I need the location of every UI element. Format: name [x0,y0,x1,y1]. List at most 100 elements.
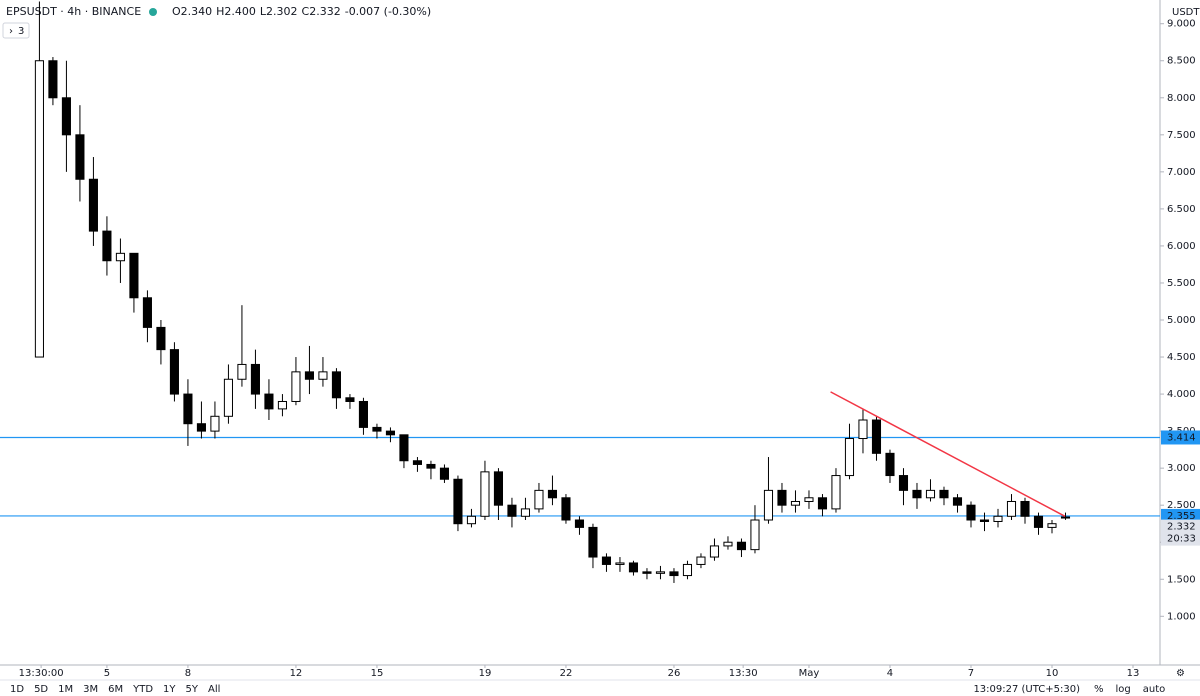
candle-body [277,400,287,410]
candle-body [520,508,531,517]
candle-body [223,378,233,417]
ohlc-value: L2.302 [260,5,298,18]
candle-body [1006,500,1017,517]
candle-body [88,178,98,232]
candle-body [358,400,368,428]
status-dot [149,8,157,16]
candle-body [993,515,1003,522]
candle-body [385,430,395,436]
scale-option[interactable]: auto [1143,684,1166,695]
candle-body [399,434,409,462]
y-tick-label: 2.500 [1167,500,1196,511]
ohlc-value: H2.400 [216,5,256,18]
candle-body [1033,515,1044,528]
ohlc-value: -0.007 (-0.30%) [345,5,431,18]
range-button[interactable]: 5Y [186,684,199,695]
candle-body [939,489,949,499]
y-tick-label: 6.500 [1167,204,1196,215]
candle-body [763,489,774,521]
candle-body [304,371,314,380]
candle-body [75,134,85,180]
candle-body [129,252,139,299]
candle-body [790,500,801,506]
y-tick-label: 3.000 [1167,463,1196,474]
candle-body [61,97,71,136]
candle-body [912,489,922,499]
candle-body [345,397,355,402]
y-tick-label: 1.000 [1167,611,1196,622]
x-tick-label: 15 [371,668,384,679]
indicator-badge[interactable] [2,22,30,39]
ohlc-value: C2.332 [302,5,341,18]
candle-body [979,519,990,522]
candle-body [318,371,328,380]
price-label: 2.355 [1167,511,1196,522]
price-label-box [1161,430,1200,445]
range-button[interactable]: All [208,684,220,695]
range-button[interactable]: 6M [108,684,123,695]
y-tick-label: 8.500 [1167,56,1196,67]
y-tick-label: 9.000 [1167,19,1196,30]
range-button[interactable]: YTD [132,684,153,695]
candle-body [682,563,693,577]
symbol: EPSUSDT · 4h · BINANCE [6,5,141,18]
candle-body [183,393,193,425]
candle-body [102,230,112,262]
candle-body [331,371,341,399]
trend-line [830,391,1066,517]
candle-body [831,475,841,510]
y-tick-label: 6.000 [1167,241,1196,252]
x-tick-label: 22 [560,668,573,679]
y-tick-label: 7.500 [1167,130,1196,141]
candle-body [439,467,450,480]
range-button[interactable]: 3M [83,684,98,695]
candle-body [655,571,666,574]
candle-body [871,419,882,454]
candle-body [574,519,585,528]
candle-body [412,460,422,465]
candle-body [372,426,382,432]
y-tick-label: 1.500 [1167,574,1196,585]
last-price-label: 2.332 [1167,522,1196,533]
x-tick-label: 5 [104,668,110,679]
candle-body [844,438,855,477]
candle-body [858,419,868,440]
x-tick-label: 7 [968,668,974,679]
candle-body [723,541,733,547]
last-price-box [1161,519,1200,546]
x-tick-label: 13 [1127,668,1140,679]
x-tick-label: 12 [290,668,303,679]
x-tick-label: 13:30:00 [19,668,64,679]
settings-icon[interactable]: ⚙ [1176,668,1185,679]
y-tick-label: 4.000 [1167,389,1196,400]
x-tick-label: 13:30 [729,668,758,679]
candle-body [142,297,152,328]
range-button[interactable]: 1Y [163,684,176,695]
candle-body [817,497,828,510]
candle-body [925,489,936,499]
candle-body [669,571,679,577]
x-tick-label: 10 [1046,668,1059,679]
range-button[interactable]: 1M [58,684,73,695]
price-label: 3.414 [1167,432,1196,443]
candle-body [466,515,477,525]
x-tick-label: 8 [185,668,191,679]
candle-body [493,471,504,506]
indicator-arrow: › [9,26,13,37]
x-tick-label: 26 [668,668,681,679]
candle-body [34,60,44,358]
candle-body [169,349,179,395]
candle-body [156,326,166,351]
candle-body [264,393,274,410]
range-button[interactable]: 5D [34,684,48,695]
candle-body [250,363,260,395]
scale-option[interactable]: % [1094,684,1104,695]
ohlc-value: O2.340 [172,5,212,18]
candle-body [642,571,652,574]
candle-body [196,423,206,432]
scale-option[interactable]: log [1116,684,1131,695]
range-button[interactable]: 1D [10,684,24,695]
candle-body [534,489,544,510]
candle-body [291,371,301,402]
